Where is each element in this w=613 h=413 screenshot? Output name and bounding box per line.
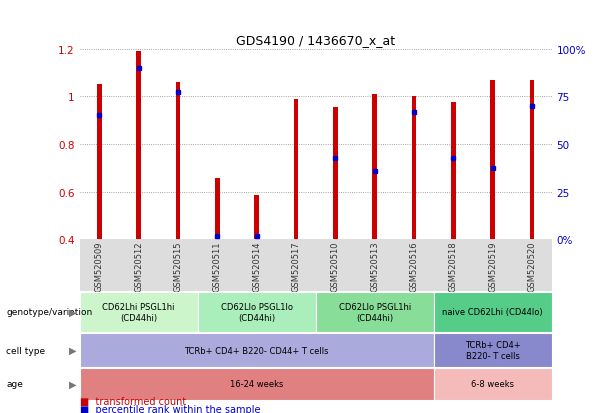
Bar	[294, 100, 299, 240]
Bar	[215, 179, 219, 240]
Text: cell type: cell type	[6, 346, 45, 355]
Text: genotype/variation: genotype/variation	[6, 308, 93, 317]
Text: ■  percentile rank within the sample: ■ percentile rank within the sample	[80, 404, 260, 413]
Bar	[451, 103, 455, 240]
Text: ▶: ▶	[69, 307, 77, 317]
Text: CD62Lhi PSGL1hi
(CD44hi): CD62Lhi PSGL1hi (CD44hi)	[102, 303, 175, 322]
Text: 6-8 weeks: 6-8 weeks	[471, 380, 514, 388]
Text: age: age	[6, 380, 23, 388]
Text: TCRb+ CD4+
B220- T cells: TCRb+ CD4+ B220- T cells	[465, 341, 520, 360]
Bar	[176, 83, 180, 240]
Bar	[136, 52, 141, 240]
Text: naive CD62Lhi (CD44lo): naive CD62Lhi (CD44lo)	[443, 308, 543, 317]
Bar	[97, 85, 102, 240]
Text: TCRb+ CD4+ B220- CD44+ T cells: TCRb+ CD4+ B220- CD44+ T cells	[185, 346, 329, 355]
Text: ■  transformed count: ■ transformed count	[80, 396, 186, 406]
Bar	[254, 196, 259, 240]
Title: GDS4190 / 1436670_x_at: GDS4190 / 1436670_x_at	[236, 34, 395, 47]
Text: CD62Llo PSGL1hi
(CD44hi): CD62Llo PSGL1hi (CD44hi)	[338, 303, 411, 322]
Bar	[530, 81, 535, 240]
Bar	[372, 95, 377, 240]
Bar	[490, 81, 495, 240]
Bar	[412, 97, 416, 240]
Text: CD62Llo PSGL1lo
(CD44hi): CD62Llo PSGL1lo (CD44hi)	[221, 303, 292, 322]
Text: 16-24 weeks: 16-24 weeks	[230, 380, 283, 388]
Text: ▶: ▶	[69, 379, 77, 389]
Bar	[333, 108, 338, 240]
Text: ▶: ▶	[69, 345, 77, 355]
